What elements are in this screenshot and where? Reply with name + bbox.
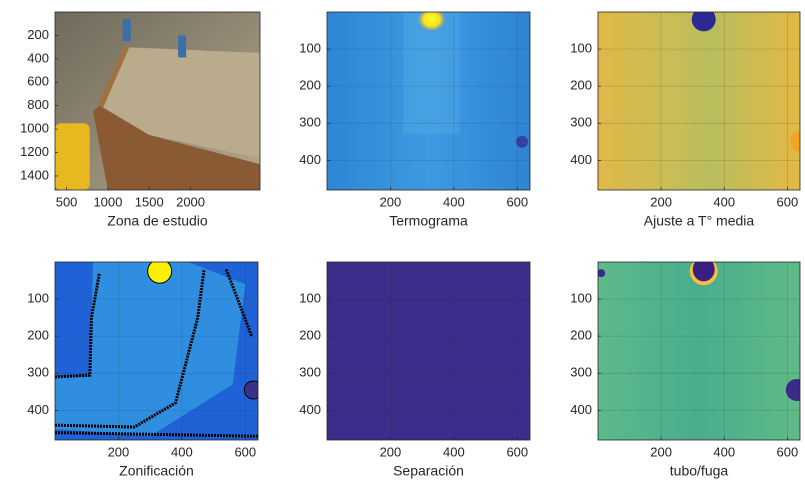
x-tick-label: 600 [506, 194, 528, 209]
x-tick-label: 600 [506, 444, 528, 459]
y-tick-label: 600 [27, 74, 49, 89]
axes: 200 400 600 100 200 300 400 Ajuste a T° media [570, 7, 805, 228]
y-tick-label: 1400 [20, 167, 49, 182]
y-tick-label: 200 [570, 328, 592, 343]
heat-bg [598, 262, 800, 440]
x-tick-label: 2000 [176, 194, 205, 209]
axes: 200 400 600 100 200 300 400 tubo/fuga [570, 257, 805, 478]
y-tick-label: 400 [299, 402, 321, 417]
axes: 200 400 600 100 200 300 400 Zonificación [27, 259, 262, 478]
y-tick-label: 300 [570, 115, 592, 130]
y-tick-label: 100 [27, 291, 49, 306]
x-axis-label: Ajuste a T° media [644, 213, 755, 229]
axes: 500 1000 1500 2000 200 400 600 800 1000 1200 1400 Z… [20, 12, 260, 229]
cold-spot [516, 136, 528, 148]
flat-bg [327, 262, 530, 440]
hot-spot [148, 259, 172, 283]
y-tick-label: 200 [27, 328, 49, 343]
x-tick-label: 400 [713, 444, 735, 459]
y-tick-label: 200 [570, 78, 592, 93]
y-tick-label: 200 [299, 78, 321, 93]
y-tick-label: 100 [299, 41, 321, 56]
x-axis-label: Zonificación [119, 463, 194, 479]
y-tick-label: 400 [570, 152, 592, 167]
y-tick-label: 400 [27, 402, 49, 417]
x-tick-label: 600 [777, 194, 799, 209]
hot-spot [418, 7, 446, 31]
x-tick-label: 500 [56, 194, 78, 209]
y-tick-label: 300 [299, 115, 321, 130]
y-tick-label: 200 [27, 27, 49, 42]
x-axis-label: Separación [393, 463, 464, 479]
x-tick-label: 1500 [135, 194, 164, 209]
cold-spot [244, 381, 262, 399]
axes: 200 400 600 100 200 300 400 Separación [299, 262, 530, 479]
cold-spot [693, 257, 715, 281]
x-tick-label: 400 [713, 194, 735, 209]
y-tick-label: 300 [27, 365, 49, 380]
y-tick-label: 400 [299, 152, 321, 167]
image [55, 259, 262, 440]
x-tick-label: 400 [171, 444, 193, 459]
x-tick-label: 600 [777, 444, 799, 459]
axes: 200 400 600 100 200 300 400 Termograma [299, 7, 530, 228]
y-tick-label: 100 [570, 291, 592, 306]
photo-pipe [178, 35, 186, 57]
y-tick-label: 300 [299, 365, 321, 380]
x-axis-label: Zona de estudio [107, 213, 208, 229]
x-tick-label: 600 [234, 444, 256, 459]
heat-bg [598, 12, 800, 190]
y-tick-label: 200 [299, 328, 321, 343]
y-tick-label: 100 [299, 291, 321, 306]
y-tick-label: 1200 [20, 144, 49, 159]
y-tick-label: 400 [570, 402, 592, 417]
x-axis-label: tubo/fuga [670, 463, 729, 479]
cold-spot [692, 7, 716, 31]
x-tick-label: 1000 [93, 194, 122, 209]
x-tick-label: 200 [650, 194, 672, 209]
x-tick-label: 400 [443, 194, 465, 209]
image [327, 7, 530, 190]
x-tick-label: 200 [108, 444, 130, 459]
y-tick-label: 300 [570, 365, 592, 380]
x-tick-label: 200 [380, 444, 402, 459]
y-tick-label: 100 [570, 41, 592, 56]
photo-pipe [123, 19, 131, 41]
x-tick-label: 200 [380, 194, 402, 209]
image [55, 12, 260, 190]
y-tick-label: 400 [27, 50, 49, 65]
image [597, 257, 805, 440]
image [598, 7, 805, 190]
y-tick-label: 800 [27, 97, 49, 112]
photo-yellow [55, 123, 90, 190]
y-tick-label: 1000 [20, 121, 49, 136]
x-axis-label: Termograma [389, 213, 468, 229]
x-tick-label: 200 [650, 444, 672, 459]
figure: 500 1000 1500 2000 200 400 600 800 1000 1200 1400 Z… [0, 0, 805, 482]
x-tick-label: 400 [443, 444, 465, 459]
image [327, 262, 530, 440]
